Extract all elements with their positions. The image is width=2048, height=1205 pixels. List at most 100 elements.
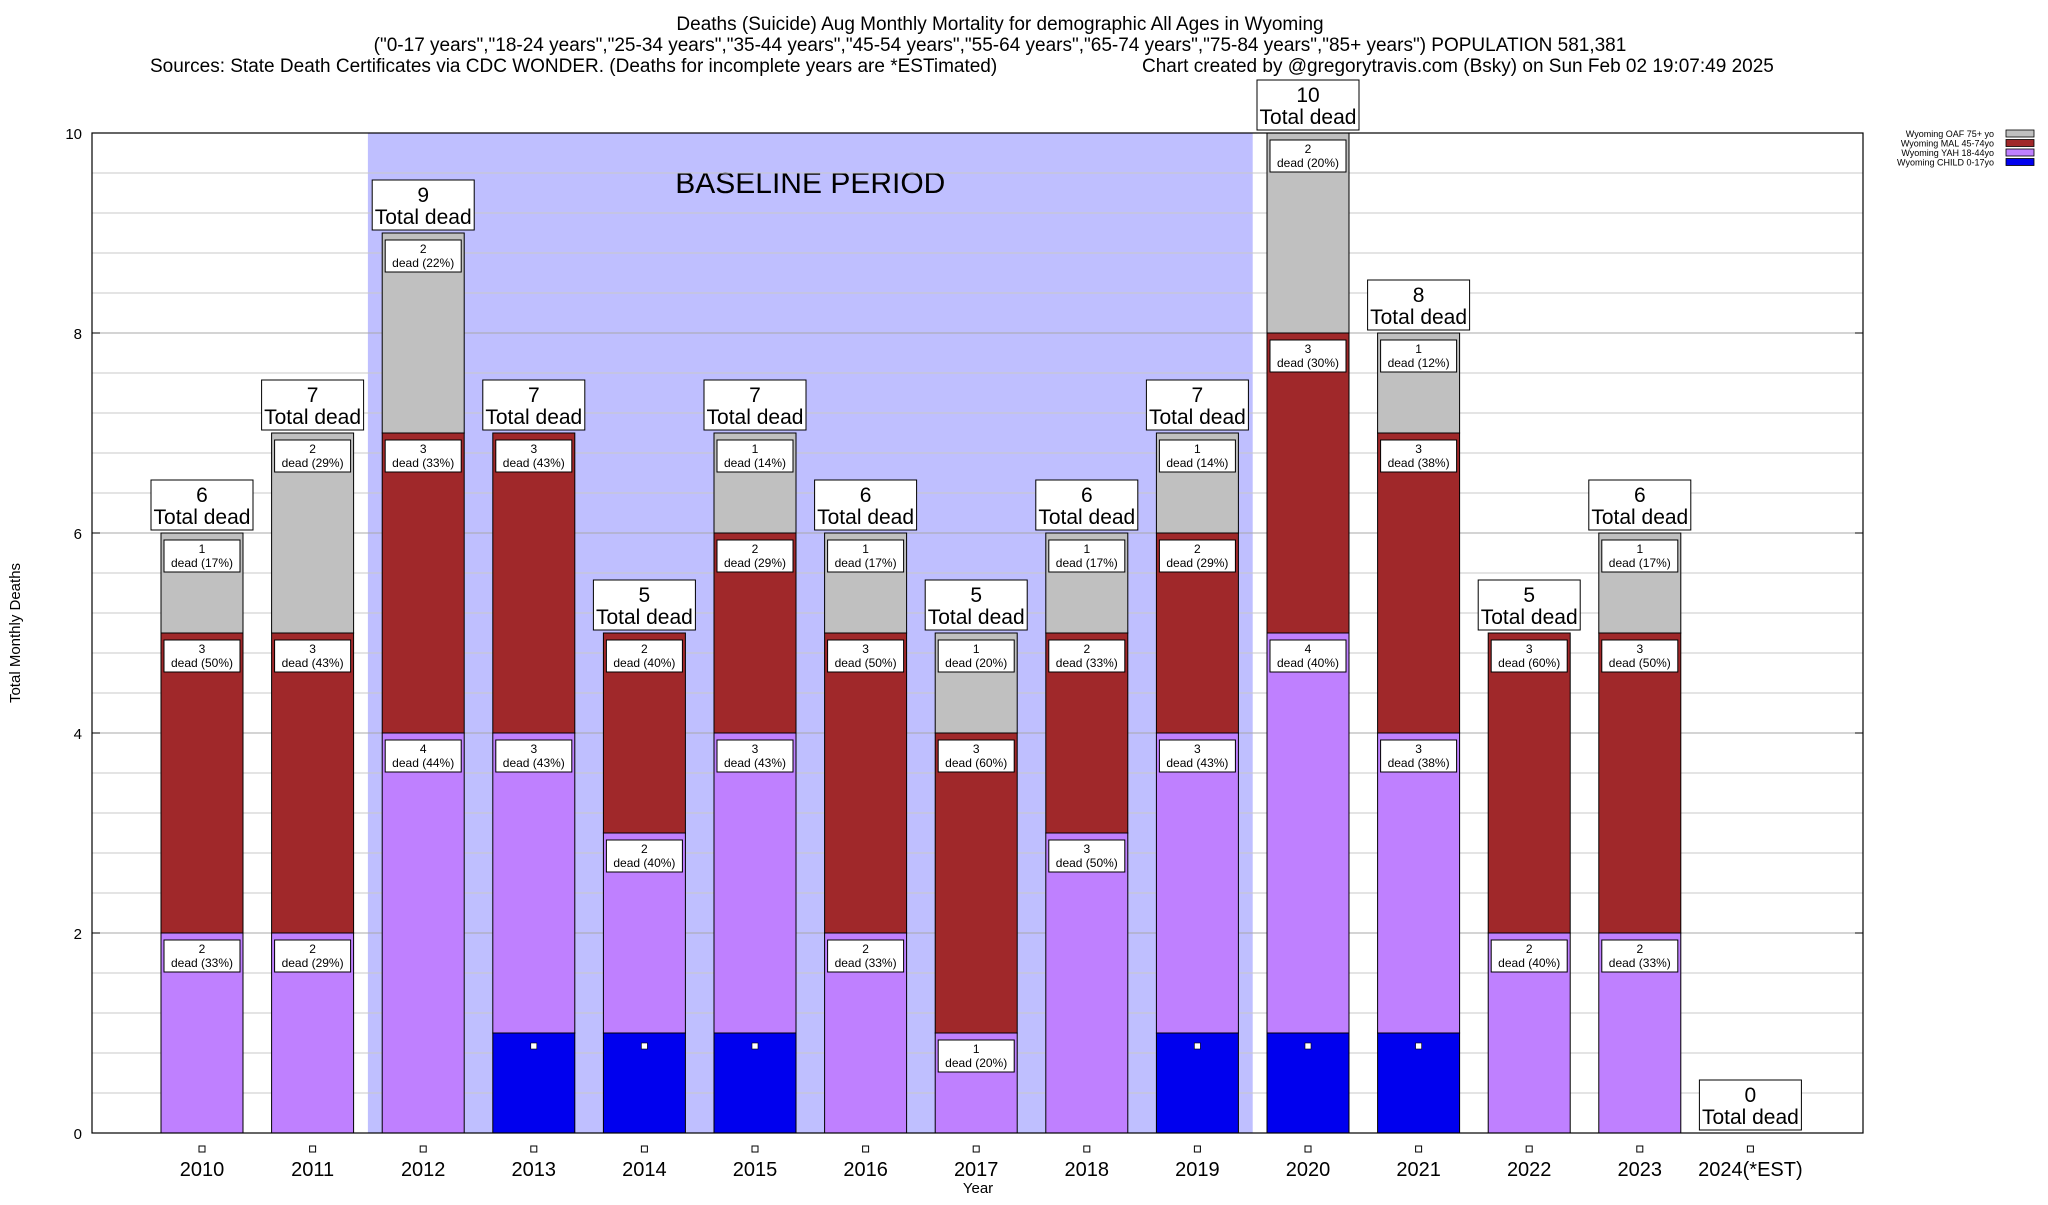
total-label-value: 7 — [749, 384, 761, 407]
x-tick-label: 2024(*EST) — [1698, 1159, 1803, 1181]
segment-label: dead (43%) — [1166, 756, 1228, 770]
segment-label-box — [1601, 939, 1679, 973]
segment-label-box — [1158, 539, 1236, 573]
segment-label: dead (50%) — [1609, 656, 1671, 670]
bar-segment — [492, 432, 576, 734]
x-tick-label: 2012 — [401, 1159, 446, 1181]
total-label-value: 7 — [528, 384, 540, 407]
chart-sources: Sources: State Death Certificates via CD… — [150, 56, 997, 77]
segment-label-box — [827, 639, 905, 673]
segment-label: 1 — [1083, 542, 1090, 556]
total-label-box — [1367, 279, 1471, 331]
segment-label-box — [1601, 639, 1679, 673]
y-tick-label: 2 — [74, 926, 82, 943]
total-label-value: 8 — [1413, 284, 1425, 307]
legend-label: Wyoming MAL 45-74yo — [1901, 139, 1994, 149]
total-label-value: 5 — [639, 584, 651, 607]
x-tick-label: 2015 — [733, 1159, 778, 1181]
child-marker — [1304, 1042, 1312, 1050]
segment-label: dead (43%) — [724, 756, 786, 770]
segment-label: 1 — [862, 542, 869, 556]
segment-label-box — [827, 539, 905, 573]
x-tick-label: 2023 — [1618, 1159, 1663, 1181]
legend-label: Wyoming OAF 75+ yo — [1906, 129, 1994, 139]
segment-label-box — [937, 639, 1015, 673]
segment-label-box — [1490, 939, 1568, 973]
plot-frame — [91, 132, 1864, 1134]
bar-segment — [271, 632, 355, 934]
segment-label: 2 — [862, 942, 869, 956]
segment-label: 2 — [420, 242, 427, 256]
segment-label: 3 — [1636, 642, 1643, 656]
segment-label: 3 — [1305, 342, 1312, 356]
segment-label-box — [827, 939, 905, 973]
segment-label-box — [274, 639, 352, 673]
segment-label: dead (22%) — [392, 256, 454, 270]
total-label-box — [1588, 479, 1692, 531]
segment-label: 3 — [973, 742, 980, 756]
segment-label: dead (60%) — [1498, 656, 1560, 670]
segment-label: 4 — [420, 742, 427, 756]
segment-label-box — [1490, 639, 1568, 673]
total-label-value: 10 — [1296, 84, 1319, 107]
segment-label-box — [1269, 639, 1347, 673]
total-label-suffix: Total dead — [928, 606, 1025, 629]
segment-label: 1 — [1415, 342, 1422, 356]
x-tick-marker — [530, 1145, 538, 1153]
child-marker — [1194, 1042, 1201, 1050]
segment-label: 4 — [1305, 642, 1312, 656]
segment-label-box — [384, 739, 462, 773]
total-label-box — [1477, 579, 1581, 631]
y-axis-label: Total Monthly Deaths — [7, 563, 24, 703]
segment-label-box — [716, 539, 794, 573]
segment-label-box — [163, 539, 241, 573]
segment-label-box — [495, 739, 573, 773]
total-label-suffix: Total dead — [817, 506, 914, 529]
bar-segment — [1266, 332, 1350, 634]
bar-segment — [713, 1032, 797, 1134]
legend-swatch — [2005, 129, 2035, 138]
segment-label: dead (30%) — [1277, 356, 1339, 370]
segment-label: 2 — [1526, 942, 1533, 956]
x-axis-label: Year — [963, 1180, 993, 1197]
total-label-value: 7 — [307, 384, 319, 407]
segment-label: dead (43%) — [282, 656, 344, 670]
x-tick-marker — [1304, 1145, 1312, 1153]
total-label-suffix: Total dead — [485, 406, 582, 429]
x-tick-label: 2018 — [1065, 1159, 1110, 1181]
legend-swatch — [2005, 158, 2035, 166]
segment-label-box — [1380, 439, 1458, 473]
segment-label: 2 — [309, 942, 316, 956]
segment-label-box — [605, 639, 683, 673]
total-label-value: 0 — [1745, 1084, 1757, 1107]
segment-label: dead (20%) — [1277, 156, 1339, 170]
segment-label-box — [163, 639, 241, 673]
segment-label: dead (29%) — [1166, 556, 1228, 570]
total-label-value: 5 — [1523, 584, 1535, 607]
total-label-box — [592, 579, 696, 631]
segment-label: 3 — [1415, 742, 1422, 756]
segment-label: dead (12%) — [1388, 356, 1450, 370]
bar-segment — [1045, 832, 1129, 1134]
segment-label: 1 — [1194, 442, 1201, 456]
legend-label: Wyoming YAH 18-44yo — [1901, 148, 1994, 158]
x-tick-marker — [198, 1145, 206, 1153]
bar-segment — [1377, 732, 1461, 1034]
segment-label: dead (43%) — [503, 756, 565, 770]
total-label-suffix: Total dead — [154, 506, 251, 529]
bar-segment — [934, 732, 1018, 1034]
segment-label: 1 — [973, 642, 980, 656]
segment-label: 3 — [530, 442, 537, 456]
bar-segment — [1155, 732, 1239, 1034]
y-tick-label: 4 — [74, 726, 82, 743]
y-tick-label: 6 — [74, 526, 82, 543]
segment-label-box — [384, 439, 462, 473]
segment-label: 2 — [309, 442, 316, 456]
total-label-box — [1698, 1079, 1802, 1131]
total-label-box — [1256, 79, 1360, 131]
total-label-box — [1145, 379, 1249, 431]
segment-label-box — [495, 439, 573, 473]
x-tick-marker — [1083, 1145, 1091, 1153]
total-label-box — [482, 379, 586, 431]
